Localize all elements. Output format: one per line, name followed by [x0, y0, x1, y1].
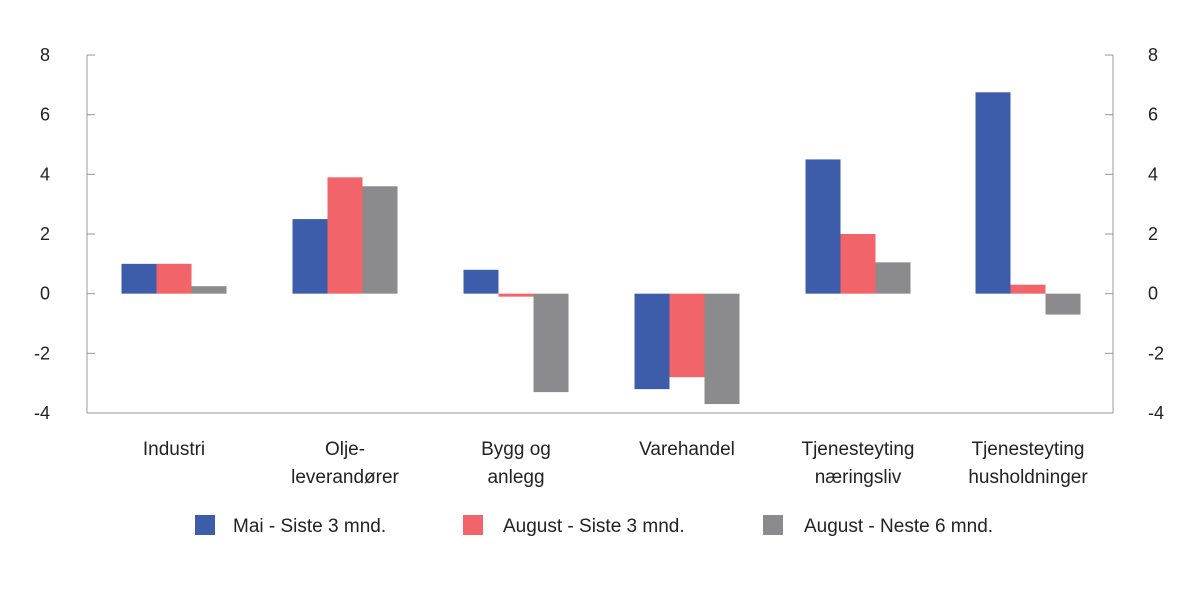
- bar-series-1-cat-1: [121, 263, 157, 294]
- left-y-tick-label: 8: [40, 45, 50, 65]
- bar-series-2-cat-3: [498, 293, 534, 297]
- bar-series-2-cat-1: [156, 263, 192, 294]
- legend-label: August - Siste 3 mnd.: [503, 516, 685, 537]
- legend-item: August - Siste 3 mnd.: [463, 515, 685, 537]
- bar-series-1-cat-4: [634, 293, 670, 390]
- legend-item: August - Neste 6 mnd.: [763, 515, 993, 537]
- legend-label: August - Neste 6 mnd.: [804, 516, 993, 537]
- left-y-tick-label: 6: [40, 105, 50, 125]
- bar-series-1-cat-3: [463, 269, 499, 294]
- category-label-line: Tjenesteyting: [801, 439, 914, 460]
- right-y-tick-label: -4: [1148, 403, 1164, 423]
- legend-item: Mai - Siste 3 mnd.: [195, 515, 386, 537]
- bars: [121, 92, 1081, 405]
- category-label-line: leverandører: [291, 467, 399, 488]
- category-label: Bygg og anlegg: [481, 439, 551, 488]
- legend: Mai - Siste 3 mnd. August - Siste 3 mnd. A…: [195, 515, 993, 537]
- left-y-tick-label: 4: [40, 164, 50, 184]
- bar-series-1-cat-6: [975, 92, 1011, 294]
- category-label-line: Bygg og: [481, 439, 551, 460]
- right-y-tick-label: 4: [1148, 164, 1158, 184]
- category-label: Tjenesteyting husholdninger: [968, 439, 1088, 488]
- left-y-tick-label: -4: [34, 403, 50, 423]
- bar-series-3-cat-4: [704, 293, 740, 405]
- left-y-tick-label: 2: [40, 224, 50, 244]
- right-y-tick-label: 0: [1148, 284, 1158, 304]
- bar-series-3-cat-1: [191, 286, 227, 294]
- legend-swatch: [763, 515, 783, 535]
- category-label: Olje-leverandører: [291, 439, 399, 488]
- bar-series-2-cat-5: [840, 234, 876, 294]
- bar-series-2-cat-6: [1010, 284, 1046, 294]
- category-label: Tjenesteyting næringsliv: [801, 439, 914, 488]
- bar-series-3-cat-3: [533, 293, 569, 393]
- bar-series-3-cat-6: [1045, 293, 1081, 315]
- category-label-line: Olje-: [325, 439, 365, 460]
- bar-series-1-cat-2: [292, 219, 328, 294]
- legend-label: Mai - Siste 3 mnd.: [233, 516, 386, 537]
- category-label-line: næringsliv: [815, 467, 902, 488]
- axes: 8 8 6 6 4 4 2 2 0 0 -2 -2 -4 -4: [34, 45, 1164, 423]
- bar-series-2-cat-2: [327, 177, 363, 294]
- right-y-tick-label: 6: [1148, 105, 1158, 125]
- left-y-tick-label: 0: [40, 284, 50, 304]
- category-label-line: anlegg: [487, 467, 544, 488]
- legend-swatch: [195, 515, 215, 535]
- bar-series-3-cat-5: [875, 262, 911, 294]
- bar-series-1-cat-5: [805, 159, 841, 294]
- legend-swatch: [463, 515, 483, 535]
- right-y-tick-label: -2: [1148, 343, 1164, 363]
- bar-series-3-cat-2: [362, 186, 398, 294]
- right-y-tick-label: 2: [1148, 224, 1158, 244]
- left-y-tick-label: -2: [34, 343, 50, 363]
- category-label-line: husholdninger: [968, 467, 1088, 488]
- right-y-tick-label: 8: [1148, 45, 1158, 65]
- category-labels: Industri Olje-leverandører Bygg og anlegg Va…: [143, 439, 1089, 488]
- category-label-line: Varehandel: [639, 439, 735, 460]
- category-label-line: Tjenesteyting: [971, 439, 1084, 460]
- category-label-line: Industri: [143, 439, 205, 460]
- bar-series-2-cat-4: [669, 293, 705, 378]
- category-label: Industri: [143, 439, 205, 460]
- category-label: Varehandel: [639, 439, 735, 460]
